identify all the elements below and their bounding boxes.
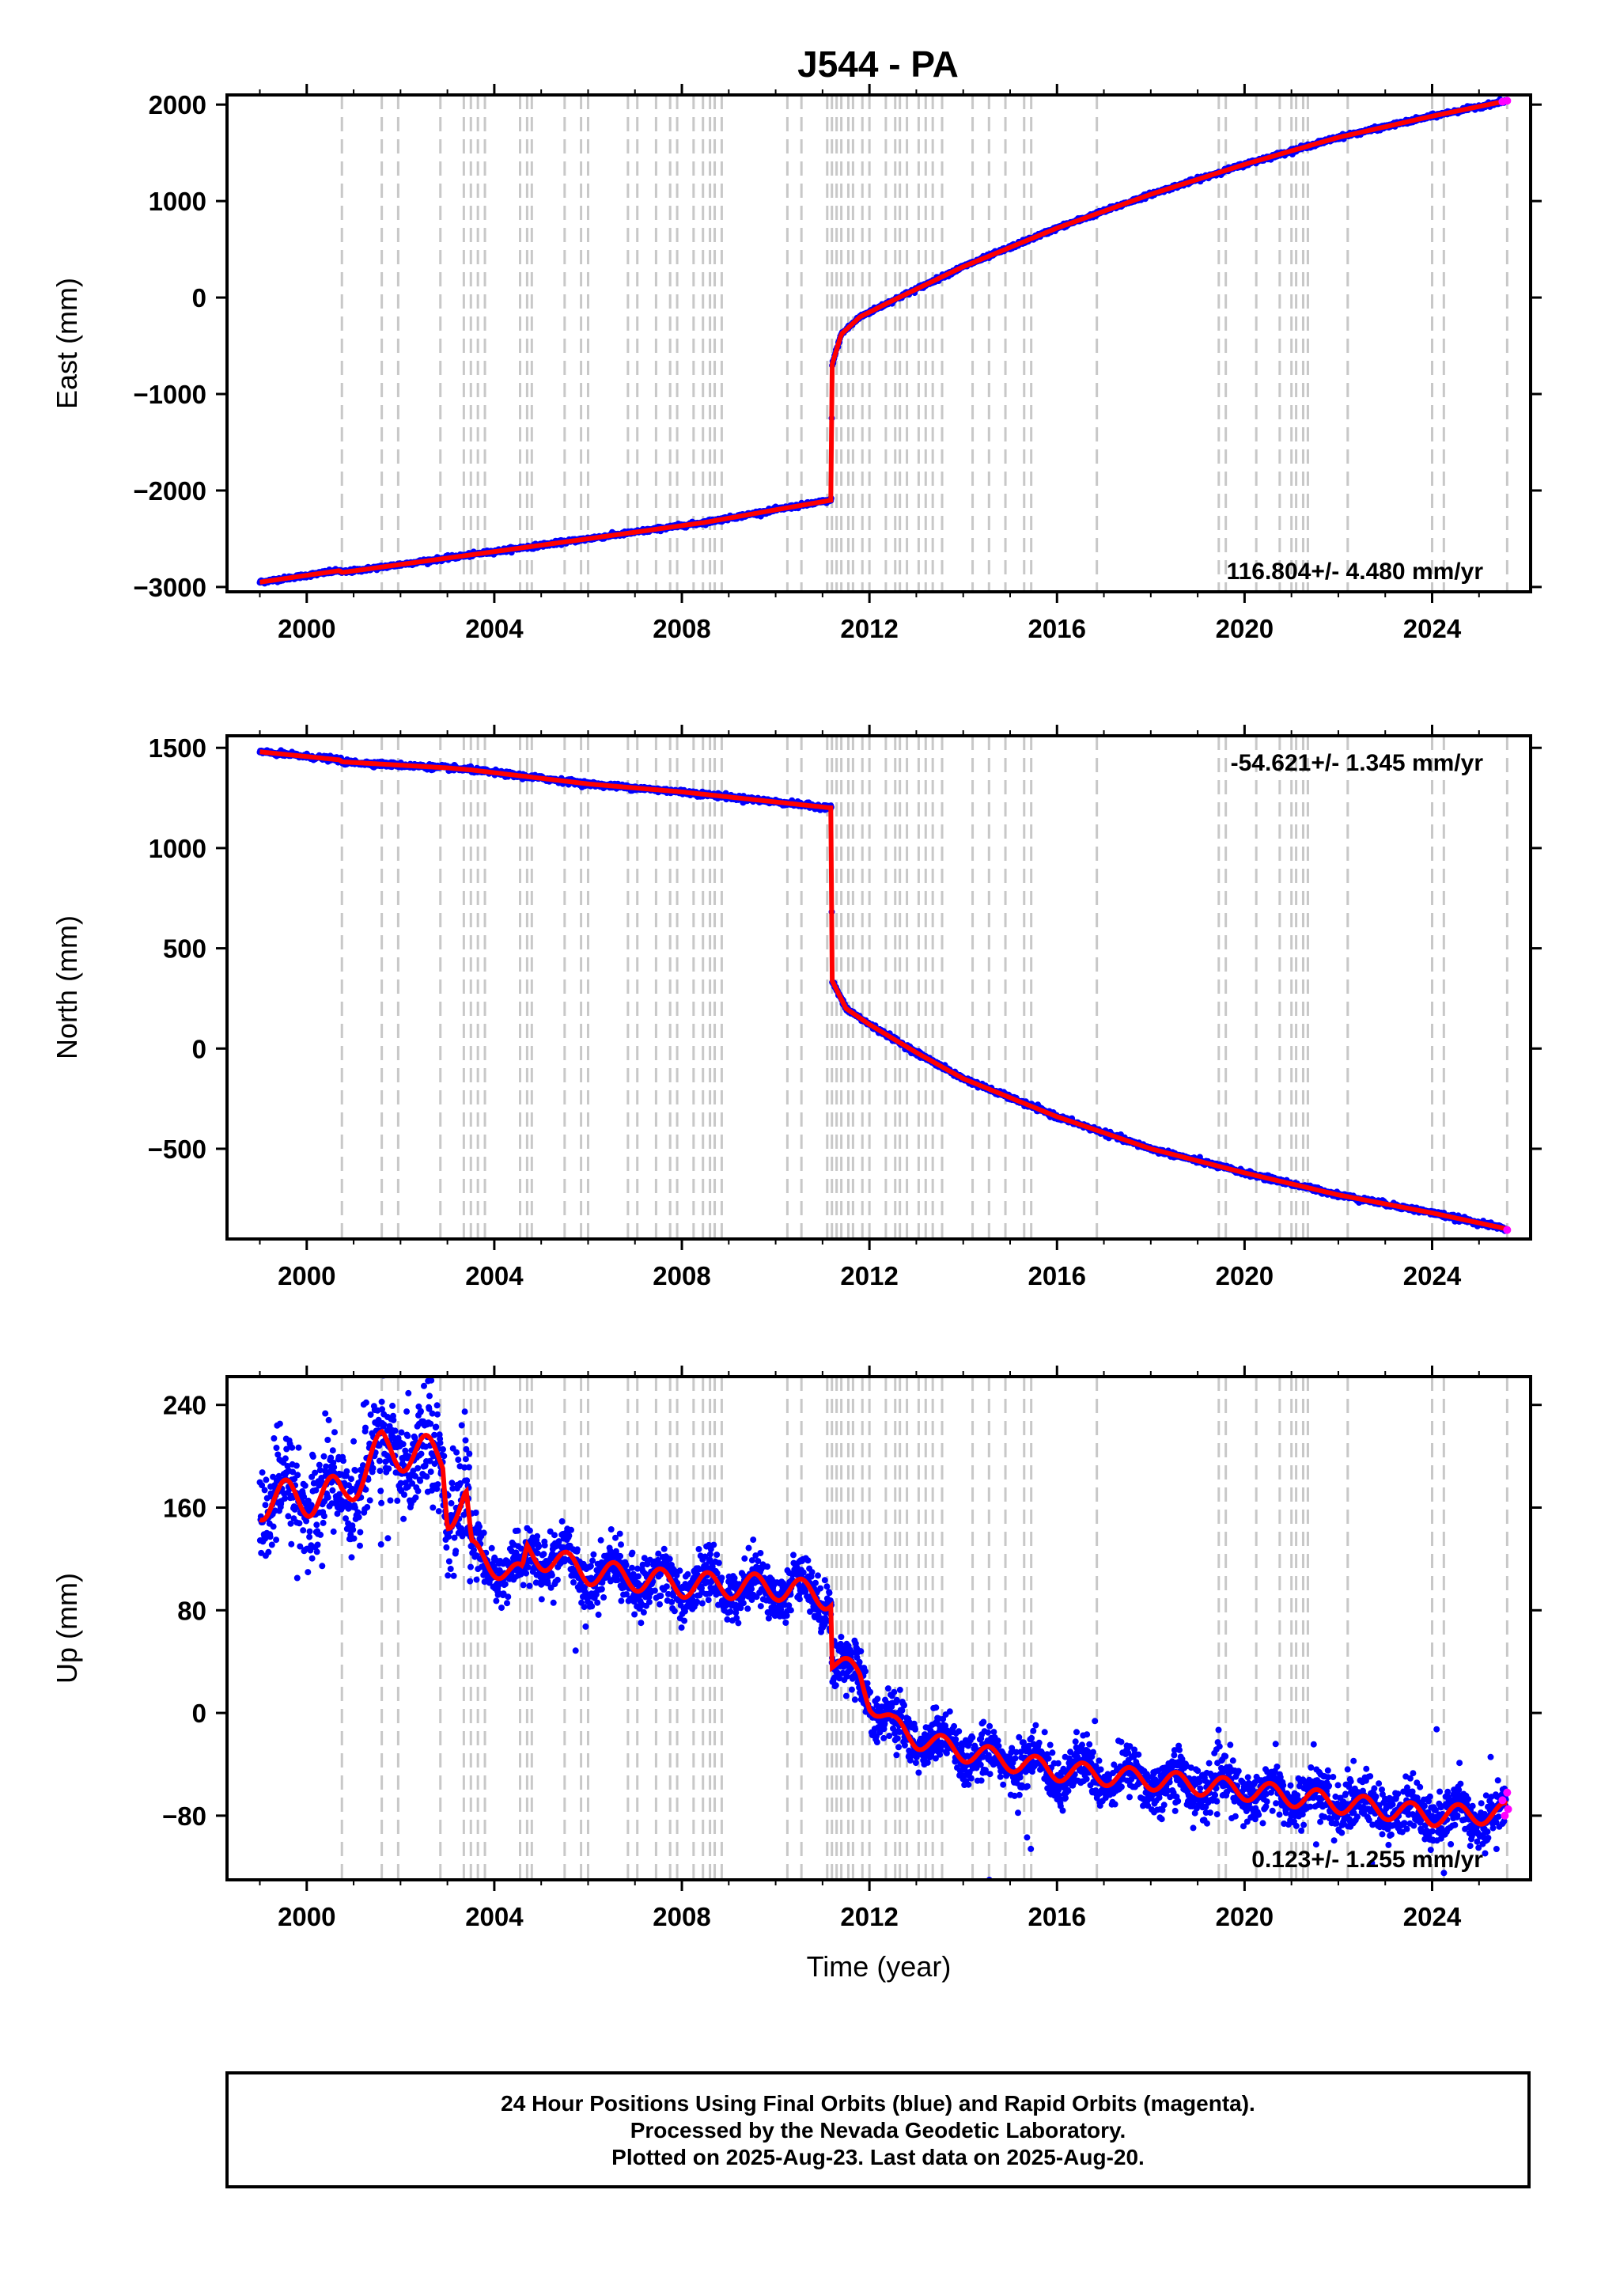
y-tick-label: 240 bbox=[163, 1391, 206, 1420]
x-tick-label: 2004 bbox=[465, 614, 524, 643]
plot-frame bbox=[225, 93, 1532, 593]
x-tick-label: 2000 bbox=[278, 1902, 335, 1931]
model-line bbox=[259, 1428, 1508, 1828]
x-tick-label: 2016 bbox=[1028, 614, 1086, 643]
model-line bbox=[259, 749, 1508, 1232]
plot-title: J544 - PA bbox=[797, 44, 959, 85]
panel-north: 2000 2004 2008 2012 2016 2020 2024 −500 0 500 1000… bbox=[51, 725, 1542, 1290]
model-line bbox=[259, 98, 1508, 585]
plot-frame bbox=[225, 734, 1532, 1241]
rapid-orbit-point bbox=[1503, 97, 1512, 105]
step-lines bbox=[340, 1377, 1508, 1880]
rapid-orbit-point bbox=[1498, 1796, 1507, 1805]
y-tick-label: −3000 bbox=[133, 573, 206, 602]
final-orbit-point-cloud bbox=[256, 747, 1509, 1234]
y-tick-label: 1500 bbox=[149, 733, 206, 763]
caption-box: 24 Hour Positions Using Final Orbits (bl… bbox=[225, 2071, 1531, 2188]
x-axis-label: Time (year) bbox=[807, 1950, 952, 1983]
y-tick-label: 0 bbox=[192, 283, 206, 313]
final-orbit-point-cloud bbox=[256, 1377, 1509, 1880]
x-tick-label: 2008 bbox=[653, 1902, 710, 1931]
final-orbit-points bbox=[256, 1377, 1509, 1880]
x-tick-label: 2020 bbox=[1216, 1902, 1274, 1931]
rapid-orbit-point bbox=[1503, 1788, 1512, 1797]
y-tick-label: 80 bbox=[177, 1596, 206, 1625]
final-orbit-points bbox=[256, 96, 1509, 587]
panels: 2000 2004 2008 2012 2016 2020 2024 −3000 −2000 −1… bbox=[51, 84, 1542, 1983]
x-tick-label: 2024 bbox=[1403, 614, 1462, 643]
y-tick-label: −1000 bbox=[133, 380, 206, 409]
x-tick-label: 2016 bbox=[1028, 1902, 1086, 1931]
panel-up: 2000 2004 2008 2012 2016 2020 2024 −80 0 80 160 240… bbox=[51, 1366, 1542, 1983]
y-tick-label: −500 bbox=[148, 1135, 206, 1164]
y-tick-label: −80 bbox=[162, 1802, 206, 1831]
rapid-orbit-point bbox=[1501, 1811, 1509, 1820]
y-tick-label: 500 bbox=[163, 934, 206, 964]
caption-line-1: 24 Hour Positions Using Final Orbits (bl… bbox=[501, 2091, 1255, 2116]
x-tick-label: 2012 bbox=[840, 614, 898, 643]
final-orbit-points bbox=[256, 747, 1509, 1234]
y-tick-label: 2000 bbox=[149, 90, 206, 119]
x-tick-label: 2016 bbox=[1028, 1261, 1086, 1290]
y-tick-label: 0 bbox=[192, 1699, 206, 1728]
y-tick-label: 160 bbox=[163, 1493, 206, 1522]
y-tick-label: −2000 bbox=[133, 476, 206, 506]
x-tick-label: 2000 bbox=[278, 614, 335, 643]
y-tick-label: 0 bbox=[192, 1034, 206, 1063]
x-tick-label: 2000 bbox=[278, 1261, 335, 1290]
final-orbit-point-cloud bbox=[256, 96, 1509, 587]
y-axis-label: North (mm) bbox=[51, 915, 83, 1059]
x-tick-label: 2012 bbox=[840, 1902, 898, 1931]
x-tick-label: 2024 bbox=[1403, 1902, 1462, 1931]
x-tick-label: 2008 bbox=[653, 1261, 710, 1290]
caption-line-3: Plotted on 2025-Aug-23. Last data on 202… bbox=[611, 2145, 1145, 2169]
rate-label: 0.123+/- 1.255 mm/yr bbox=[1251, 1847, 1483, 1873]
caption-line-2: Processed by the Nevada Geodetic Laborat… bbox=[630, 2118, 1126, 2143]
rapid-orbit-point bbox=[1503, 1226, 1512, 1234]
x-tick-label: 2024 bbox=[1403, 1261, 1462, 1290]
rate-label: -54.621+/- 1.345 mm/yr bbox=[1231, 750, 1484, 776]
x-tick-label: 2004 bbox=[465, 1261, 524, 1290]
x-tick-label: 2004 bbox=[465, 1902, 524, 1931]
y-tick-label: 1000 bbox=[149, 187, 206, 216]
x-tick-label: 2008 bbox=[653, 614, 710, 643]
y-tick-label: 1000 bbox=[149, 834, 206, 863]
x-tick-label: 2012 bbox=[840, 1261, 898, 1290]
panel-east: 2000 2004 2008 2012 2016 2020 2024 −3000 −2000 −1… bbox=[51, 84, 1542, 643]
plot-frame bbox=[225, 1375, 1532, 1881]
x-tick-label: 2020 bbox=[1216, 614, 1274, 643]
rapid-orbit-point bbox=[1504, 1805, 1512, 1813]
y-axis-label: East (mm) bbox=[51, 278, 83, 409]
y-axis-label: Up (mm) bbox=[51, 1573, 83, 1684]
step-lines bbox=[340, 95, 1508, 592]
rate-label: 116.804+/- 4.480 mm/yr bbox=[1227, 559, 1484, 585]
x-tick-label: 2020 bbox=[1216, 1261, 1274, 1290]
step-lines bbox=[340, 736, 1508, 1239]
